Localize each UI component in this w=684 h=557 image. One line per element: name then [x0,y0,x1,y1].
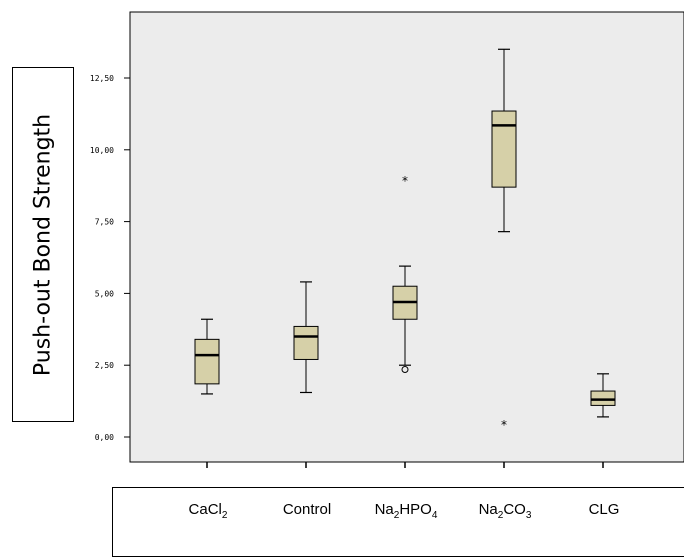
category-text: CLG [588,501,620,518]
x-axis [206,462,604,468]
box [590,390,616,406]
box [194,338,220,385]
box [491,110,517,188]
box-group [293,281,319,394]
category-label: CLG [589,501,620,518]
plot-area [129,11,684,463]
category-subscript: 2 [221,510,228,521]
y-tick-label: 0,00 [95,433,114,442]
category-text: Control [282,501,332,518]
y-tick-label: 10,00 [90,146,114,155]
box [293,325,319,360]
box-group [194,318,220,395]
category-subscript: 2 [393,510,400,521]
category-text: Na [478,501,498,518]
y-tick-label: 7,50 [95,218,114,227]
category-text: HPO [399,501,432,518]
category-label: CaCl2 [189,501,228,521]
y-axis-label-box: Push-out Bond Strength [12,67,74,422]
category-label: Control [283,501,331,518]
category-text: CaCl [188,501,222,518]
extreme-marker: * [402,174,408,188]
category-label: Na2CO3 [479,501,532,521]
y-tick-label: 5,00 [95,289,114,298]
box-group [590,373,616,418]
category-subscript: 4 [431,510,438,521]
extreme-marker: * [501,418,507,432]
category-subscript: 2 [497,510,504,521]
box-group: * [491,48,517,432]
y-axis-label: Push-out Bond Strength [30,113,56,376]
outlier-marker [401,366,409,374]
category-legend: CaCl2 Control Na2HPO4 Na2CO3 CLG [112,487,684,557]
category-subscript: 3 [525,510,532,521]
boxes: ** [194,48,616,432]
y-tick-label: 2,50 [95,361,114,370]
box-group: * [392,174,418,374]
category-label: Na2HPO4 [375,501,438,521]
category-text: Na [374,501,394,518]
y-tick-label: 12,50 [90,74,114,83]
y-axis: 0,00 2,50 5,00 7,50 10,00 12,50 [90,74,130,442]
category-text: CO [503,501,526,518]
